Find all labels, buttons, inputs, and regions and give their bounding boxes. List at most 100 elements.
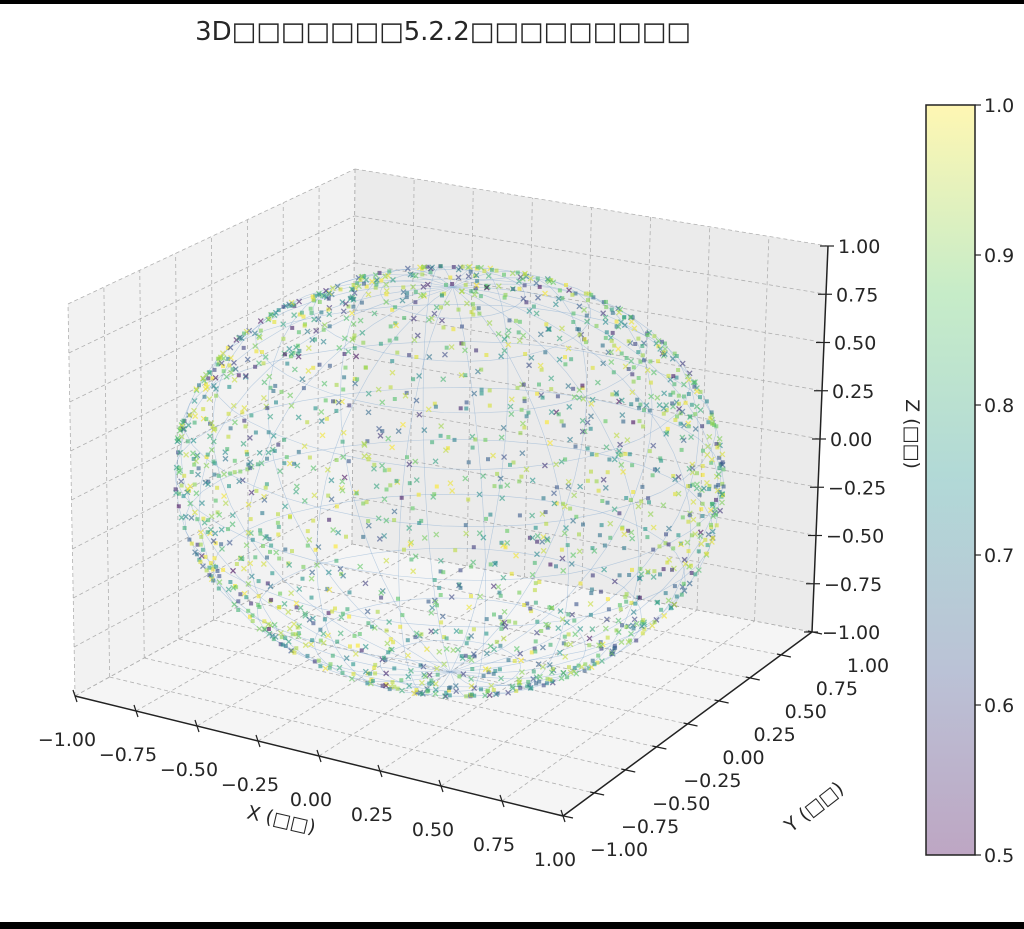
scatter-point [623,451,628,456]
scatter-point [308,641,315,648]
scatter-point [362,281,366,286]
scatter-point [463,300,470,307]
scatter-point [333,544,338,549]
scatter-point [414,688,419,692]
scatter-point [471,312,476,317]
scatter-point [619,351,624,356]
scatter-point [523,466,530,473]
scatter-point [674,375,679,380]
scatter-point [280,642,285,647]
grid-line [246,219,249,602]
scatter-point [548,375,555,382]
scatter-point [400,613,405,618]
scatter-point [466,636,471,641]
scatter-point [534,681,539,686]
scatter-point [396,596,400,601]
scatter-point [470,692,474,697]
scatter-point [704,451,711,458]
scatter-point [265,621,272,628]
scatter-point [227,384,232,389]
scatter-point [565,383,572,390]
scatter-point [392,666,397,671]
scatter-point [309,310,314,315]
scatter-point [246,608,251,613]
scatter-point [689,402,694,407]
scatter-point [509,683,516,690]
scatter-point [207,573,212,578]
scatter-point [466,263,473,270]
scatter-point [256,334,263,341]
scatter-point [601,300,606,305]
scatter-point [712,506,719,513]
scatter-point [517,479,522,484]
scatter-point [419,632,424,637]
scatter-point [307,455,312,460]
scatter-point [313,327,320,334]
scatter-point [517,590,522,595]
scatter-point [242,331,246,336]
scatter-point [184,489,191,496]
scatter-point [608,349,615,356]
scatter-point [713,484,718,489]
scatter-point [383,299,390,305]
scatter-point [516,337,523,344]
scatter-point [299,376,306,383]
grid-line [317,562,781,656]
scatter-point [386,619,393,625]
scatter-point [588,400,595,407]
scatter-point [611,456,618,463]
scatter-point [628,318,635,325]
grid-line [354,262,825,343]
scatter-point [226,527,230,532]
scatter-point [519,420,526,427]
scatter-point [695,567,702,573]
z-tick-label: −0.75 [824,574,882,596]
x-tick-label: −0.25 [221,774,279,796]
scatter-point [421,427,428,434]
scatter-point [594,479,599,484]
scatter-point [204,568,209,573]
scatter-point [389,444,396,451]
scatter-point [342,300,349,307]
scatter-point [206,433,213,440]
scatter-point [351,336,356,341]
scatter-point [525,684,530,689]
scatter-point [716,435,723,442]
scatter-point [690,379,697,386]
scatter-point [544,521,549,526]
scatter-point [548,642,553,647]
scatter-point [236,478,243,485]
scatter-point [404,265,411,272]
scatter-point [432,686,439,693]
scatter-point [204,382,208,387]
scatter-point [501,347,508,354]
scatter-point [261,379,268,386]
scatter-point [377,270,382,275]
scatter-point [498,353,505,360]
scatter-point [273,549,280,556]
scatter-point [563,619,570,626]
scatter-point [661,390,668,397]
scatter-point [471,627,476,632]
scatter-point [337,565,344,572]
scatter-point [626,528,631,533]
scatter-point [231,601,238,608]
scatter-point [708,456,715,463]
z-tick-labels: −1.00−0.75−0.50−0.250.000.250.500.751.00 [822,236,886,644]
x-tick-label: −0.75 [99,744,157,766]
scatter-point [670,567,674,572]
scatter-point [210,567,215,572]
scatter-point [366,621,371,626]
scatter-point [352,650,359,657]
scatter-point [345,348,352,355]
scatter-point [484,353,489,357]
scatter-point [197,383,201,388]
scatter-point [394,336,399,341]
scatter-point [568,506,573,511]
scatter-point [472,693,477,698]
scatter-point [464,406,469,411]
scatter-point [481,673,486,678]
scatter-point [700,501,705,506]
scatter-point [631,325,638,332]
scatter-point [388,324,393,329]
